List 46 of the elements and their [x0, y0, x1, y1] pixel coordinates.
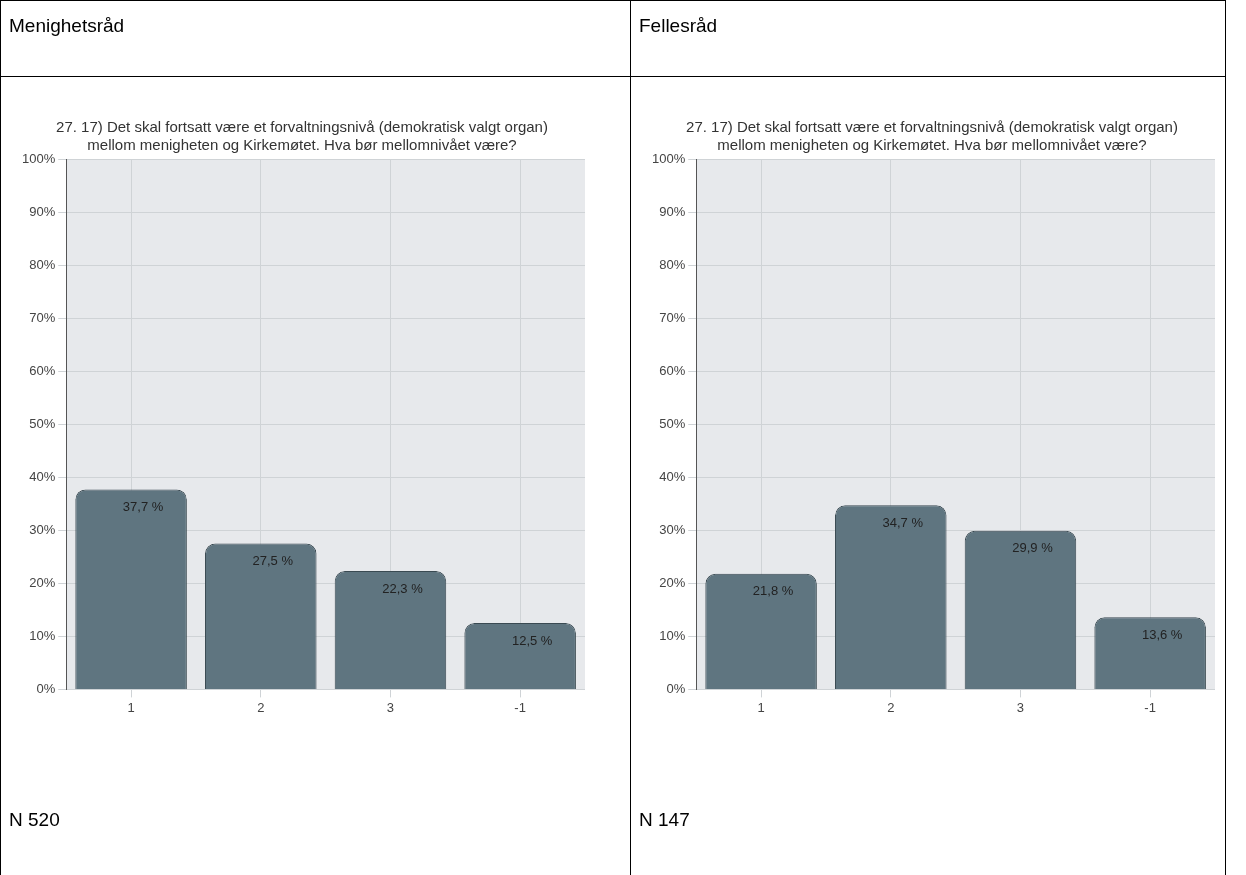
text: mellom menigheten og Kirkemøtet. Hva bør mellomnivået være? — [717, 136, 1147, 154]
x-tick-label: 1 — [127, 699, 135, 715]
y-tick-label: 80% — [659, 256, 686, 272]
x-tick-label: -1 — [1144, 699, 1156, 715]
y-tick-label: 30% — [29, 521, 56, 537]
y-tick-label: 10% — [659, 627, 686, 643]
y-tick-label: 70% — [29, 309, 56, 325]
x-tick-label: 3 — [386, 699, 395, 715]
y-tick-label: 10% — [29, 627, 56, 643]
y-tick-label: 40% — [29, 468, 56, 484]
y-tick-label: 60% — [29, 362, 56, 378]
y-tick-label: 70% — [659, 309, 686, 325]
y-tick-label: 20% — [659, 574, 686, 590]
y-tick-label: 20% — [29, 574, 56, 590]
data-label: 12,5 % — [511, 632, 553, 648]
chart-subtitle: Fellesråd — [639, 15, 718, 37]
y-tick-label: 30% — [659, 521, 686, 537]
data-label: 21,8 % — [752, 583, 794, 599]
y-tick-label: 50% — [29, 415, 56, 431]
data-label: 34,7 % — [882, 514, 924, 530]
x-tick-label: -1 — [514, 699, 526, 715]
y-tick-label: 0% — [36, 680, 56, 696]
data-label: 29,9 % — [1012, 540, 1054, 556]
y-tick-label: 60% — [659, 362, 686, 378]
x-tick-label: 2 — [887, 699, 895, 715]
x-tick-label: 2 — [257, 699, 265, 715]
y-tick-label: 50% — [659, 415, 686, 431]
y-tick-label: 90% — [29, 203, 56, 219]
data-label: 37,7 % — [122, 499, 164, 515]
y-tick-label: 90% — [659, 203, 686, 219]
data-label: 13,6 % — [1141, 626, 1183, 642]
text: mellom menigheten og Kirkemøtet. Hva bør mellomnivået være? — [87, 136, 517, 154]
text: N 147 — [639, 809, 690, 831]
y-tick-label: 80% — [29, 256, 56, 272]
chart-subtitle: Menighetsråd — [9, 15, 125, 37]
text: 27. 17) Det skal fortsatt være et forvaltningsnivå (demokratisk valgt organ) — [686, 118, 1178, 136]
x-tick-label: 1 — [757, 699, 765, 715]
y-tick-label: 0% — [666, 680, 686, 696]
data-label: 22,3 % — [382, 580, 424, 596]
text: N 520 — [9, 809, 60, 831]
text: 27. 17) Det skal fortsatt være et forvaltningsnivå (demokratisk valgt organ) — [56, 118, 548, 136]
y-tick-label: 100% — [22, 150, 56, 166]
y-tick-label: 40% — [659, 468, 686, 484]
data-label: 27,5 % — [252, 553, 294, 569]
y-tick-label: 100% — [652, 150, 686, 166]
x-tick-label: 3 — [1016, 699, 1025, 715]
